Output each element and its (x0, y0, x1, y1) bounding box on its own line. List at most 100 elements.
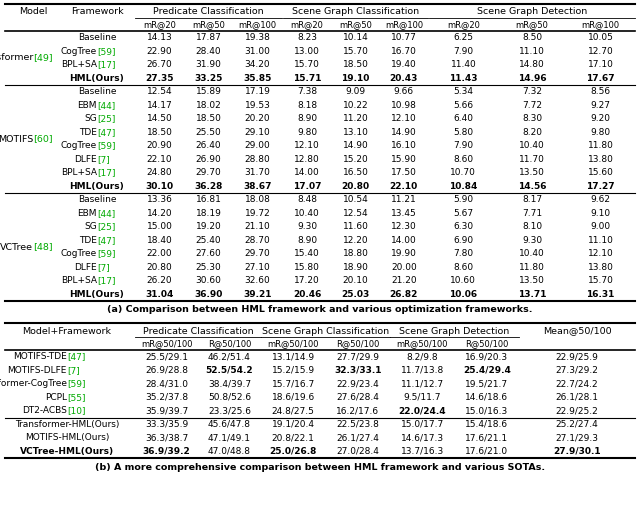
Text: 18.50: 18.50 (196, 114, 221, 123)
Text: 20.00: 20.00 (391, 263, 417, 272)
Text: 10.40: 10.40 (519, 141, 545, 150)
Text: 20.46: 20.46 (293, 290, 321, 299)
Text: 46.2/51.4: 46.2/51.4 (208, 352, 251, 361)
Text: 7.71: 7.71 (522, 209, 542, 218)
Text: 20.43: 20.43 (390, 74, 418, 83)
Text: 27.35: 27.35 (145, 74, 173, 83)
Text: 29.70: 29.70 (244, 249, 270, 258)
Text: 15.80: 15.80 (294, 263, 320, 272)
Text: 8.2/9.8: 8.2/9.8 (406, 352, 438, 361)
Text: 7.72: 7.72 (522, 101, 542, 110)
Text: 16.2/17.6: 16.2/17.6 (336, 406, 380, 415)
Text: 19.53: 19.53 (244, 101, 271, 110)
Text: [17]: [17] (97, 60, 115, 69)
Text: HML(Ours): HML(Ours) (70, 182, 124, 191)
Text: 27.1/29.3: 27.1/29.3 (556, 433, 598, 442)
Text: 15.40: 15.40 (294, 249, 320, 258)
Text: HML(Ours): HML(Ours) (70, 74, 124, 83)
Text: 5.90: 5.90 (453, 195, 474, 204)
Text: 7.80: 7.80 (453, 249, 474, 258)
Text: 6.30: 6.30 (453, 222, 474, 231)
Text: [59]: [59] (97, 249, 115, 258)
Text: 31.70: 31.70 (244, 168, 271, 177)
Text: 17.6/21.0: 17.6/21.0 (465, 446, 508, 456)
Text: 10.70: 10.70 (451, 168, 476, 177)
Text: 14.20: 14.20 (147, 209, 172, 218)
Text: 15.70: 15.70 (342, 47, 369, 56)
Text: 20.10: 20.10 (342, 276, 369, 286)
Text: [10]: [10] (67, 406, 86, 415)
Text: 20.80: 20.80 (341, 182, 369, 191)
Text: Framework: Framework (70, 7, 124, 17)
Text: 36.9/39.2: 36.9/39.2 (143, 446, 190, 456)
Text: 47.1/49.1: 47.1/49.1 (208, 433, 251, 442)
Text: [47]: [47] (97, 235, 115, 245)
Text: 18.50: 18.50 (147, 128, 172, 137)
Text: 9.27: 9.27 (591, 101, 611, 110)
Text: mR@50/100: mR@50/100 (141, 340, 192, 349)
Text: 14.00: 14.00 (294, 168, 320, 177)
Text: 19.20: 19.20 (196, 222, 221, 231)
Text: 16.50: 16.50 (342, 168, 369, 177)
Text: 11.1/12.7: 11.1/12.7 (401, 379, 444, 388)
Text: 39.21: 39.21 (243, 290, 272, 299)
Text: 13.10: 13.10 (342, 128, 369, 137)
Text: 14.17: 14.17 (147, 101, 172, 110)
Text: [7]: [7] (97, 263, 109, 272)
Text: 14.13: 14.13 (147, 33, 172, 42)
Text: Predicate Classification: Predicate Classification (153, 7, 264, 17)
Text: 11.21: 11.21 (391, 195, 417, 204)
Text: [7]: [7] (67, 366, 80, 375)
Text: [59]: [59] (97, 141, 115, 150)
Text: 15.2/15.9: 15.2/15.9 (272, 366, 315, 375)
Text: 18.90: 18.90 (342, 263, 369, 272)
Text: PCPL: PCPL (45, 393, 67, 402)
Text: 18.6/19.6: 18.6/19.6 (271, 393, 315, 402)
Text: 27.0/28.4: 27.0/28.4 (336, 446, 379, 456)
Text: Model: Model (19, 7, 47, 17)
Text: 9.00: 9.00 (591, 222, 611, 231)
Text: [59]: [59] (97, 47, 115, 56)
Text: 21.20: 21.20 (391, 276, 417, 286)
Text: 8.60: 8.60 (453, 263, 474, 272)
Text: 15.71: 15.71 (293, 74, 321, 83)
Text: 22.5/23.8: 22.5/23.8 (336, 420, 379, 429)
Text: HML(Ours): HML(Ours) (70, 290, 124, 299)
Text: CogTree: CogTree (61, 249, 97, 258)
Text: 18.50: 18.50 (342, 60, 369, 69)
Text: 8.18: 8.18 (297, 101, 317, 110)
Text: 9.10: 9.10 (591, 209, 611, 218)
Text: [17]: [17] (97, 168, 115, 177)
Text: 24.80: 24.80 (147, 168, 172, 177)
Text: 12.10: 12.10 (294, 141, 320, 150)
Text: 10.22: 10.22 (342, 101, 368, 110)
Text: 30.60: 30.60 (196, 276, 221, 286)
Text: 32.3/33.1: 32.3/33.1 (334, 366, 381, 375)
Text: 29.00: 29.00 (244, 141, 270, 150)
Text: 22.9/23.4: 22.9/23.4 (337, 379, 379, 388)
Text: 26.9/28.8: 26.9/28.8 (145, 366, 188, 375)
Text: 38.67: 38.67 (243, 182, 272, 191)
Text: Baseline: Baseline (77, 195, 116, 204)
Text: EBM: EBM (77, 209, 97, 218)
Text: DLFE: DLFE (74, 155, 97, 164)
Text: 26.20: 26.20 (147, 276, 172, 286)
Text: 19.1/20.4: 19.1/20.4 (272, 420, 315, 429)
Text: 9.66: 9.66 (394, 87, 414, 96)
Text: VCTree-HML(Ours): VCTree-HML(Ours) (20, 446, 114, 456)
Text: 35.2/37.8: 35.2/37.8 (145, 393, 188, 402)
Text: mR@50: mR@50 (516, 20, 548, 30)
Text: DLFE: DLFE (74, 263, 97, 272)
Text: 13.00: 13.00 (294, 47, 320, 56)
Text: 26.90: 26.90 (196, 155, 221, 164)
Text: 18.80: 18.80 (342, 249, 369, 258)
Text: 29.70: 29.70 (196, 168, 221, 177)
Text: 8.56: 8.56 (591, 87, 611, 96)
Text: 28.80: 28.80 (244, 155, 270, 164)
Text: CogTree: CogTree (61, 141, 97, 150)
Text: 8.90: 8.90 (297, 114, 317, 123)
Text: BPL+SA: BPL+SA (61, 168, 97, 177)
Text: 11.43: 11.43 (449, 74, 477, 83)
Text: 10.77: 10.77 (391, 33, 417, 42)
Text: Transformer-HML(Ours): Transformer-HML(Ours) (15, 420, 119, 429)
